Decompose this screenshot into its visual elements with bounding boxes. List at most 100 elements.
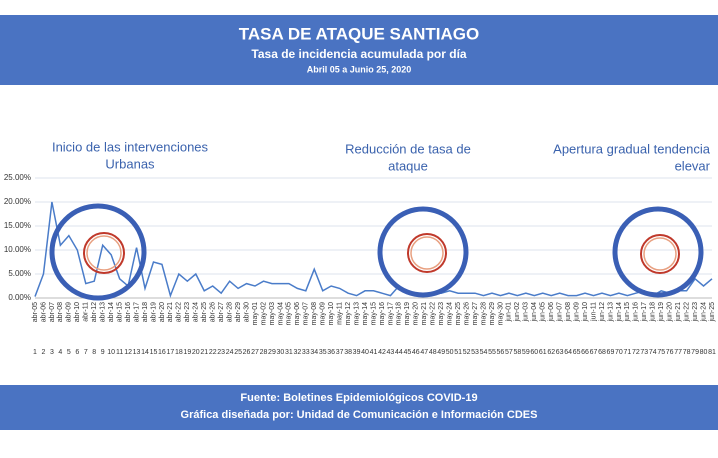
x-tick-label: may-25 (455, 302, 462, 325)
day-number: 15 (150, 349, 158, 356)
day-number: 19 (183, 349, 191, 356)
day-number: 62 (547, 349, 555, 356)
day-number: 25 (234, 349, 242, 356)
x-tick-label: may-15 (370, 302, 377, 325)
x-tick-label: may-09 (320, 302, 327, 325)
series-line (34, 201, 713, 298)
x-tick-label: jun-09 (573, 302, 580, 323)
highlight-circles (49, 203, 704, 301)
x-tick-label: may-05 (286, 302, 293, 325)
day-number: 72 (632, 349, 640, 356)
annotation: Urbanas (105, 156, 155, 171)
day-number: 4 (58, 349, 62, 356)
x-tick-label: jun-25 (709, 302, 716, 323)
annotation: ataque (388, 158, 428, 173)
y-tick-label: 25.00% (4, 173, 31, 182)
day-number: 67 (590, 349, 598, 356)
day-number: 71 (623, 349, 631, 356)
day-number: 53 (471, 349, 479, 356)
day-number: 24 (226, 349, 234, 356)
day-number: 46 (412, 349, 420, 356)
day-number: 37 (336, 349, 344, 356)
circle (83, 232, 125, 274)
x-tick-label: jun-11 (590, 302, 597, 322)
day-number: 21 (200, 349, 208, 356)
day-number: 57 (505, 349, 513, 356)
day-number: 47 (420, 349, 428, 356)
circle (377, 206, 469, 298)
x-tick-label: jun-14 (616, 302, 623, 323)
x-tick-label: may-26 (463, 302, 470, 325)
x-tick-label: abr-13 (100, 302, 107, 322)
x-tick-label: abr-17 (133, 302, 140, 322)
x-tick-label: may-19 (404, 302, 411, 325)
x-tick-label: may-12 (345, 302, 352, 325)
day-number: 76 (666, 349, 674, 356)
x-tick-label: may-11 (336, 302, 343, 325)
y-tick-label: 0.00% (8, 293, 31, 302)
x-tick-label: abr-15 (116, 302, 123, 322)
day-number: 29 (268, 349, 276, 356)
y-tick-label: 20.00% (4, 197, 31, 206)
x-tick-label: may-22 (430, 302, 437, 325)
day-number: 58 (513, 349, 521, 356)
day-number: 33 (302, 349, 310, 356)
day-number: 66 (581, 349, 589, 356)
circle (640, 234, 680, 274)
day-number: 45 (403, 349, 411, 356)
x-tick-label: may-17 (387, 302, 394, 325)
day-number: 44 (395, 349, 403, 356)
day-number: 69 (607, 349, 615, 356)
day-number: 55 (488, 349, 496, 356)
x-tick-label: abr-09 (66, 302, 73, 322)
x-tick-label: jun-10 (582, 302, 589, 323)
day-number: 17 (167, 349, 175, 356)
header-band (0, 15, 718, 85)
day-number: 18 (175, 349, 183, 356)
x-tick-label: abr-18 (142, 302, 149, 322)
x-tick-label: abr-28 (226, 302, 233, 322)
annotation: Apertura gradual tendencia (553, 141, 711, 156)
annotation: Inicio de las intervenciones (52, 139, 209, 154)
circle (643, 237, 677, 271)
day-number: 14 (141, 349, 149, 356)
day-number: 34 (310, 349, 318, 356)
y-tick-label: 10.00% (4, 245, 31, 254)
x-tick-label: jun-22 (683, 302, 690, 323)
x-tick-label: may-10 (328, 302, 335, 325)
day-number: 35 (319, 349, 327, 356)
x-tick-label: may-03 (269, 302, 276, 325)
day-number: 3 (50, 349, 54, 356)
day-number: 74 (649, 349, 657, 356)
day-number: 28 (260, 349, 268, 356)
day-number: 80 (700, 349, 708, 356)
x-tick-label: may-13 (353, 302, 360, 325)
day-number: 36 (327, 349, 335, 356)
day-number: 38 (344, 349, 352, 356)
x-tick-label: may-23 (438, 302, 445, 325)
x-tick-label: jun-20 (667, 302, 674, 323)
x-tick-label: abr-11 (83, 302, 90, 322)
x-tick-label: abr-29 (235, 302, 242, 322)
day-number: 75 (657, 349, 665, 356)
x-tick-label: jun-18 (650, 302, 657, 323)
x-tick-label: jun-05 (540, 302, 547, 323)
x-tick-label: abr-06 (40, 302, 47, 322)
day-number: 26 (243, 349, 251, 356)
day-number: 77 (674, 349, 682, 356)
x-tick-label: abr-30 (243, 302, 250, 322)
day-number: 31 (285, 349, 293, 356)
x-tick-label: abr-07 (49, 302, 56, 322)
day-number: 23 (217, 349, 225, 356)
day-number: 51 (454, 349, 462, 356)
day-number: 7 (84, 349, 88, 356)
day-number: 73 (640, 349, 648, 356)
x-tick-label: jun-04 (531, 302, 538, 323)
x-tick-label: may-30 (497, 302, 504, 325)
day-number: 64 (564, 349, 572, 356)
day-number: 54 (480, 349, 488, 356)
x-tick-label: jun-03 (523, 302, 530, 323)
day-number: 27 (251, 349, 259, 356)
day-number: 43 (387, 349, 395, 356)
annotation: Reducción de tasa de (345, 141, 471, 156)
